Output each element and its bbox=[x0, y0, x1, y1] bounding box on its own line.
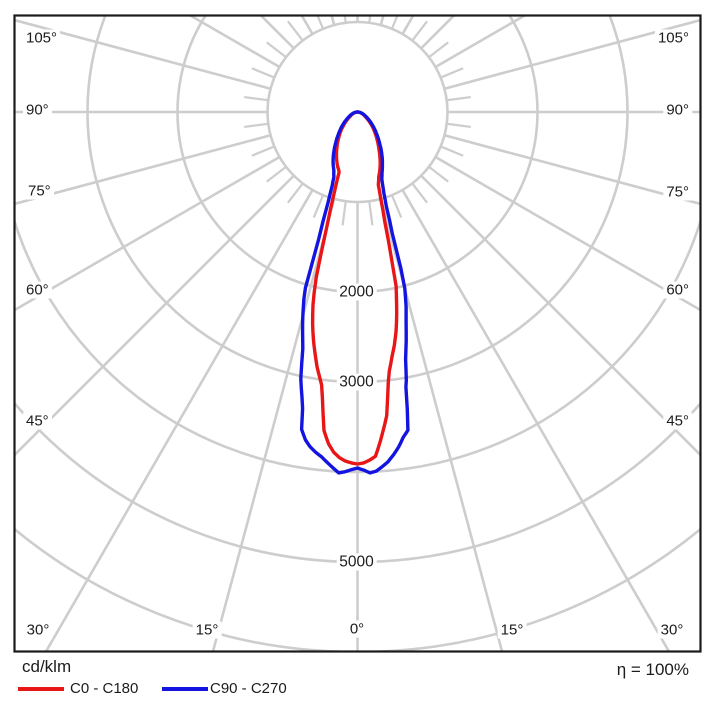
grid-tick bbox=[287, 20, 304, 42]
grid-ray-345 bbox=[211, 198, 336, 651]
grid-tick bbox=[266, 41, 287, 59]
grid-tick bbox=[316, 16, 325, 30]
legend-swatch-c90-c270 bbox=[162, 687, 208, 691]
grid-tick bbox=[411, 182, 428, 204]
radial-label-2000: 2000 bbox=[336, 283, 377, 301]
grid-ray-330 bbox=[45, 189, 314, 651]
grid-tick bbox=[368, 16, 372, 23]
legend-label-c90-c270: C90 - C270 bbox=[210, 680, 287, 697]
unit-label: cd/klm bbox=[22, 657, 72, 676]
grid-ray-15 bbox=[379, 198, 504, 651]
grid-tick bbox=[251, 145, 275, 157]
curve-c90-c270 bbox=[299, 110, 410, 475]
angle-label-right-90: 90° bbox=[663, 101, 692, 119]
plot-border bbox=[13, 14, 702, 653]
angle-label-right-15: 15° bbox=[497, 621, 527, 639]
grid-tick bbox=[428, 165, 449, 183]
grid-tick bbox=[428, 41, 449, 59]
angle-label-0: 0° bbox=[346, 620, 368, 638]
angle-label-left-90: 90° bbox=[23, 101, 52, 119]
grid-ray-45 bbox=[420, 174, 700, 456]
grid-tick bbox=[341, 201, 347, 226]
grid-circle-5000 bbox=[15, 402, 700, 564]
grid-ray-315 bbox=[15, 174, 295, 456]
grid-tick bbox=[244, 95, 269, 102]
grid-ray-60 bbox=[434, 155, 700, 311]
curves-layer bbox=[299, 110, 410, 475]
grid-ray-75 bbox=[444, 134, 700, 205]
angle-label-left-45: 45° bbox=[23, 412, 52, 430]
angle-label-left-105: 105° bbox=[23, 29, 61, 47]
grid-tick bbox=[251, 67, 275, 79]
grid-ray-300 bbox=[15, 155, 281, 311]
grid-tick bbox=[446, 122, 471, 129]
grid-ray-30 bbox=[401, 189, 670, 651]
grid-ray-255 bbox=[15, 19, 271, 90]
grid-tick bbox=[440, 145, 464, 157]
legend-label-c0-c180: C0 - C180 bbox=[70, 680, 139, 697]
legend-swatch-c0-c180 bbox=[18, 687, 64, 691]
radial-label-3000: 3000 bbox=[336, 373, 377, 391]
grid-ray-165 bbox=[379, 16, 385, 26]
grid-tick bbox=[343, 16, 347, 23]
angle-label-right-75: 75° bbox=[663, 183, 692, 201]
grid-tick bbox=[390, 16, 399, 30]
angle-label-left-15: 15° bbox=[192, 621, 222, 639]
grid-tick bbox=[440, 67, 464, 79]
angle-label-right-60: 60° bbox=[663, 281, 692, 299]
angle-label-right-105: 105° bbox=[654, 29, 692, 47]
grid-tick bbox=[411, 20, 428, 42]
grid-tick bbox=[312, 194, 325, 219]
grid-ray-105 bbox=[444, 19, 700, 90]
angle-label-left-75: 75° bbox=[25, 182, 54, 200]
grid-ray-285 bbox=[15, 134, 271, 205]
grid-tick bbox=[266, 165, 287, 183]
angle-label-right-45: 45° bbox=[663, 412, 692, 430]
efficiency-label: η = 100% bbox=[616, 660, 689, 679]
grid-tick bbox=[390, 194, 403, 219]
angle-label-left-60: 60° bbox=[23, 281, 52, 299]
angle-label-right-30: 30° bbox=[657, 621, 687, 639]
grid-tick bbox=[287, 182, 304, 204]
grid-tick bbox=[368, 201, 374, 226]
radial-label-5000: 5000 bbox=[336, 553, 377, 571]
grid-tick bbox=[244, 122, 269, 129]
grid-ray-195 bbox=[330, 16, 336, 26]
angle-label-left-30: 30° bbox=[23, 621, 53, 639]
grid-tick bbox=[446, 95, 471, 102]
